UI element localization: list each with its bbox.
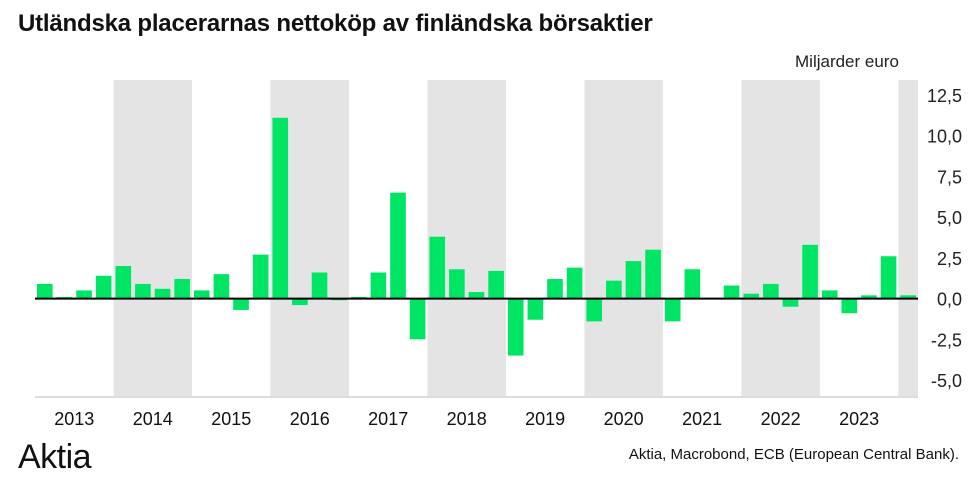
bar: [468, 292, 485, 299]
bar: [37, 283, 53, 299]
bar: [449, 269, 465, 299]
bar: [743, 293, 760, 299]
x-tick-label: 2019: [525, 409, 565, 429]
bar: [115, 266, 132, 299]
y-tick-label: -5,0: [931, 371, 962, 391]
bar: [154, 288, 171, 299]
bar: [370, 272, 387, 299]
bar: [213, 274, 230, 299]
x-tick-label: 2020: [604, 409, 644, 429]
bar: [488, 270, 504, 299]
bar: [429, 236, 446, 299]
bar: [95, 275, 112, 299]
x-tick-label: 2018: [447, 409, 487, 429]
y-tick-label: 2,5: [937, 249, 962, 269]
chart-title: Utländska placerarnas nettoköp av finlän…: [18, 10, 653, 37]
bar: [625, 261, 642, 299]
bar: [841, 298, 858, 314]
y-tick-label: 12,5: [927, 86, 962, 106]
bar: [252, 254, 269, 299]
x-tick-label: 2023: [839, 409, 879, 429]
bar: [174, 279, 190, 299]
bar: [272, 117, 289, 299]
shaded-year-band: [898, 80, 918, 397]
y-tick-label: 5,0: [937, 208, 962, 228]
bar: [566, 267, 583, 299]
bar: [606, 280, 622, 299]
bar: [135, 283, 151, 299]
bar: [861, 295, 877, 299]
bar: [507, 298, 524, 356]
shaded-year-band: [584, 80, 663, 397]
bar: [880, 256, 897, 299]
y-tick-label: 7,5: [937, 167, 962, 187]
bar: [821, 290, 838, 299]
bar: [292, 298, 308, 306]
y-tick-label: 10,0: [927, 127, 962, 147]
x-tick-label: 2022: [761, 409, 801, 429]
x-tick-label: 2017: [368, 409, 408, 429]
source-note: Aktia, Macrobond, ECB (European Central …: [628, 446, 959, 463]
x-tick-label: 2014: [133, 409, 173, 429]
shaded-year-band: [113, 80, 192, 397]
bar: [390, 192, 406, 299]
x-tick-label: 2021: [682, 409, 722, 429]
bar: [586, 298, 603, 322]
bar: [900, 295, 916, 299]
y-axis-label: Miljarder euro: [795, 52, 899, 71]
bar: [664, 298, 681, 322]
y-tick-label: 0,0: [937, 290, 962, 310]
x-tick-label: 2016: [290, 409, 330, 429]
bar: [763, 283, 779, 299]
bar: [311, 272, 328, 299]
bar: [645, 249, 661, 299]
aktia-logo: Aktia: [18, 438, 92, 476]
bar: [233, 298, 249, 310]
bar: [527, 298, 544, 320]
bar: [782, 298, 799, 307]
x-tick-label: 2015: [211, 409, 251, 429]
bar: [193, 290, 210, 299]
x-tick-label: 2013: [54, 409, 94, 429]
bar: [684, 269, 701, 299]
shaded-year-band: [741, 80, 820, 397]
y-tick-label: -2,5: [931, 330, 962, 350]
bar: [547, 279, 563, 299]
bar: [802, 244, 818, 299]
bar: [76, 290, 92, 299]
bar: [409, 298, 426, 340]
bar: [723, 285, 740, 299]
